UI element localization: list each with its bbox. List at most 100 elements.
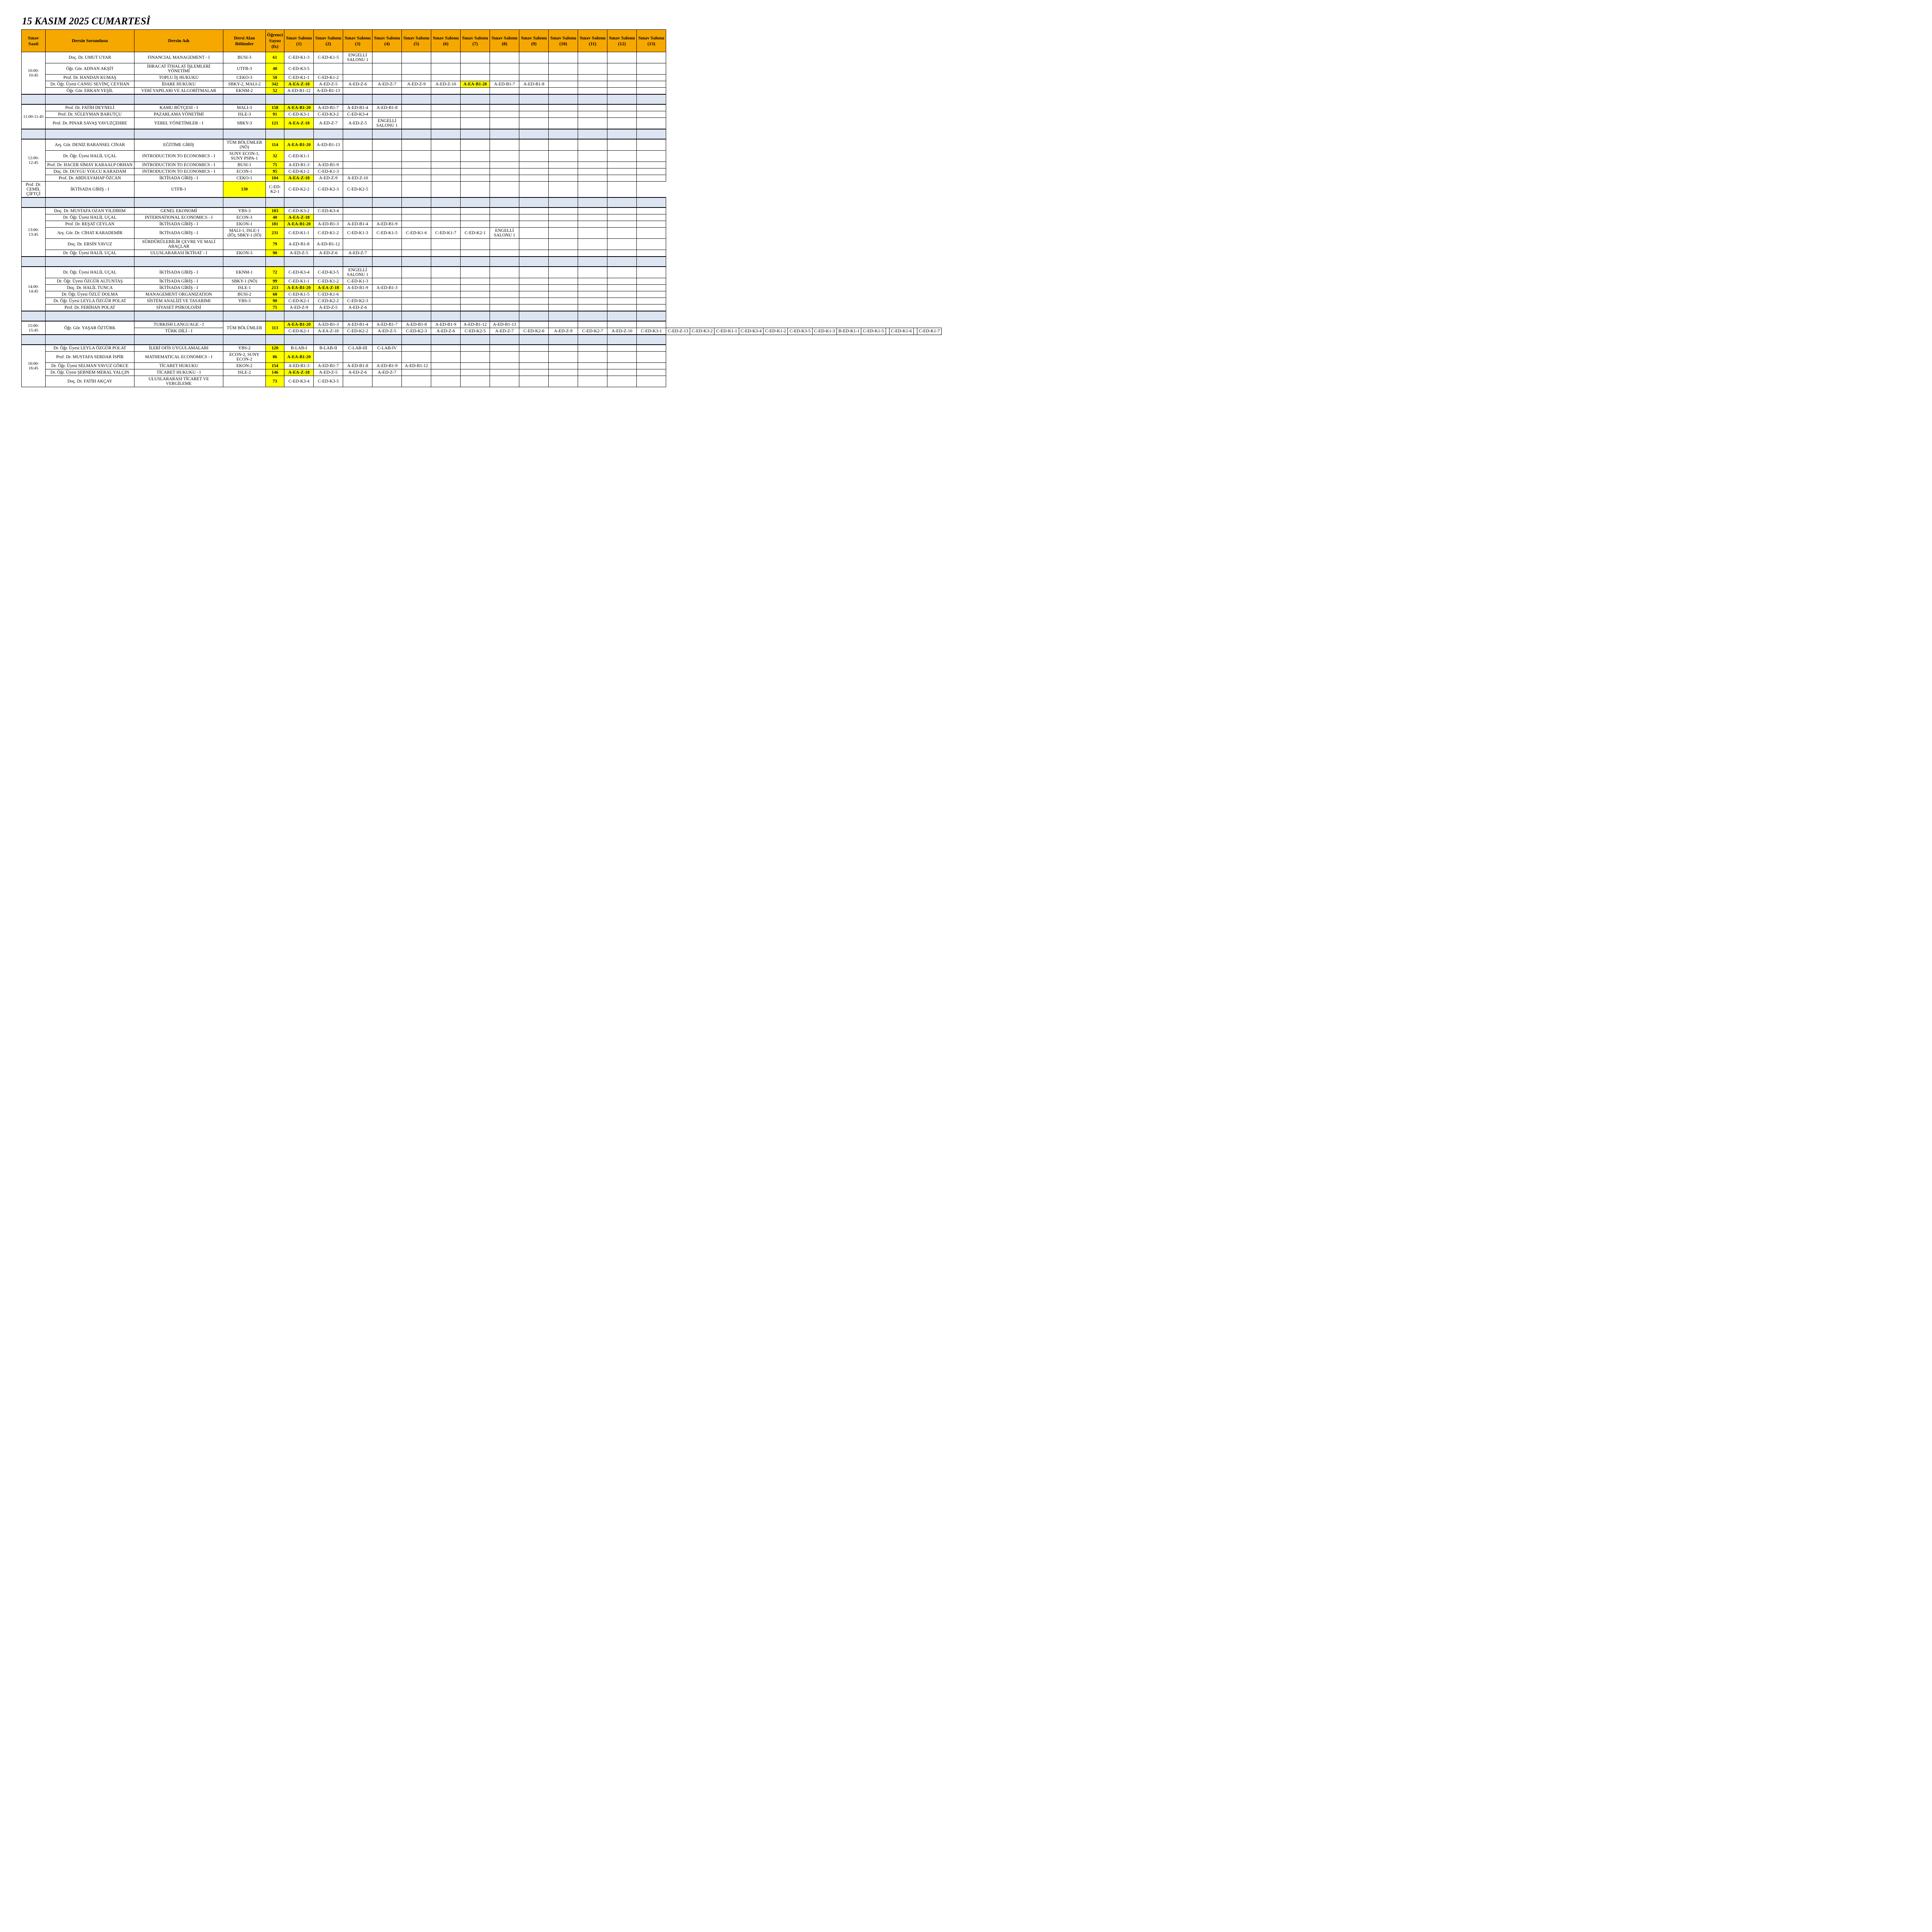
- salon-cell: [607, 250, 637, 257]
- header-salon-12: Sınav Salonu (12): [607, 30, 637, 52]
- salon-cell: [431, 352, 461, 363]
- table-row: Prof. Dr. HACER SİMAY KARAALP ORHAN INTRO…: [22, 162, 942, 168]
- table-body: 10:00-10:45 Doç. Dr. UMUT UYAR FINANCIAL M…: [22, 52, 942, 387]
- salon-cell: A-ED-Z-7: [314, 118, 343, 129]
- salon-cell: B-ED-K1-1: [837, 328, 861, 335]
- salon-cell: [607, 182, 637, 198]
- salon-cell: [519, 304, 549, 311]
- table-row: 15:00-15:45 Öğr. Gör. YAŞAR ÖZTÜRK TURKISH…: [22, 321, 942, 328]
- table-row: Dr. Öğr. Üyesi HALİL UÇAL INTRODUCTION TO…: [22, 151, 942, 162]
- salon-cell: C-ED-K1-2: [314, 75, 343, 81]
- header-salon-10: Sınav Salonu (10): [549, 30, 578, 52]
- course-name-cell: SİSTEM ANALİZİ VE TASARIMI: [134, 298, 223, 304]
- department-cell: MALI-3: [223, 104, 266, 111]
- salon-cell: [578, 363, 607, 369]
- salon-cell: [372, 52, 402, 63]
- course-name-cell: ULUSLARARASI İKTİSAT - I: [134, 250, 223, 257]
- student-count-cell: 52: [266, 88, 284, 95]
- salon-cell: [490, 285, 519, 291]
- header-sorumlu: Dersin Sorumlusu: [46, 30, 134, 52]
- salon-cell: C-ED-K1-5: [372, 228, 402, 239]
- student-count-cell: 79: [266, 239, 284, 250]
- salon-cell: [461, 221, 490, 228]
- instructor-cell: Dr. Öğr. Üyesi ÖZLÜ DOLMA: [46, 291, 134, 298]
- department-cell: YBS-3: [223, 207, 266, 214]
- salon-cell: [490, 221, 519, 228]
- salon-cell: C-ED-K2-1: [284, 298, 314, 304]
- salon-cell: A-EA-Z-18: [284, 118, 314, 129]
- salon-cell: [549, 111, 578, 118]
- instructor-cell: Dr. Öğr. Üyesi CANSU SEVİNÇ CEYHAN: [46, 81, 134, 88]
- salon-cell: A-ED-Z-5: [314, 369, 343, 376]
- salon-cell: C-ED-K1-6: [314, 291, 343, 298]
- table-row: 13:00-13:45 Doç. Dr. MUSTAFA OZAN YILDIRI…: [22, 207, 942, 214]
- salon-cell: [549, 228, 578, 239]
- salon-cell: [549, 175, 578, 182]
- salon-cell: [461, 345, 490, 352]
- salon-cell: C-ED-K3-4: [314, 207, 343, 214]
- time-slot-cell: 16:00-16:45: [22, 345, 46, 387]
- salon-cell: [490, 214, 519, 221]
- salon-cell: C-ED-K3-2: [690, 328, 714, 335]
- salon-cell: [607, 81, 637, 88]
- salon-cell: [461, 88, 490, 95]
- salon-cell: [578, 81, 607, 88]
- salon-cell: [372, 111, 402, 118]
- salon-cell: [519, 111, 549, 118]
- salon-cell: [578, 207, 607, 214]
- salon-cell: [372, 376, 402, 387]
- table-row: Dr. Öğr. Üyesi ÖZLÜ DOLMA MANAGEMENT ORGA…: [22, 291, 942, 298]
- salon-cell: A-ED-Z-7: [343, 250, 372, 257]
- salon-cell: [607, 298, 637, 304]
- salon-cell: [372, 352, 402, 363]
- salon-cell: [637, 363, 666, 369]
- salon-cell: [461, 182, 490, 198]
- salon-cell: C-ED-K2-3: [343, 298, 372, 304]
- salon-cell: [402, 182, 431, 198]
- salon-cell: [461, 111, 490, 118]
- salon-cell: C-ED-K2-6: [519, 328, 549, 335]
- instructor-cell: Prof. Dr. SÜLEYMAN BARUTÇU: [46, 111, 134, 118]
- salon-cell: [402, 369, 431, 376]
- salon-cell: [637, 278, 666, 285]
- salon-cell: A-ED-B1-4: [343, 321, 372, 328]
- salon-cell: A-ED-B1-3: [314, 221, 343, 228]
- time-slot-cell: 14:00-14:45: [22, 267, 46, 311]
- salon-cell: [431, 63, 461, 75]
- salon-cell: A-ED-B1-7: [314, 104, 343, 111]
- table-row: 14:00-14:45 Dr. Öğr. Üyesi HALİL UÇAL İKTİ…: [22, 267, 942, 278]
- salon-cell: [549, 369, 578, 376]
- course-name-cell: KAMU BÜTÇESİ - I: [134, 104, 223, 111]
- salon-cell: [461, 278, 490, 285]
- salon-cell: ENGELLİ SALONU 1: [372, 118, 402, 129]
- salon-cell: A-ED-B1-7: [490, 81, 519, 88]
- salon-cell: A-ED-B1-9: [343, 285, 372, 291]
- salon-cell: [372, 298, 402, 304]
- salon-cell: C-ED-K1-2: [314, 228, 343, 239]
- student-count-cell: 90: [266, 298, 284, 304]
- salon-cell: [314, 151, 343, 162]
- table-row: Prof. Dr. REŞAT CEYLAN İKTİSADA GİRİŞ - I…: [22, 221, 942, 228]
- salon-cell: [549, 291, 578, 298]
- salon-cell: [402, 376, 431, 387]
- salon-cell: C-ED-K1-2: [314, 278, 343, 285]
- salon-cell: C-ED-K3-4: [739, 328, 763, 335]
- salon-cell: [490, 207, 519, 214]
- header-salon-8: Sınav Salonu (8): [490, 30, 519, 52]
- salon-cell: [519, 104, 549, 111]
- salon-cell: A-ED-B1-12: [314, 239, 343, 250]
- header-saati: Sınav Saati: [22, 30, 46, 52]
- salon-cell: C-ED-K3-1: [284, 111, 314, 118]
- course-name-cell: İKTİSADA GİRİŞ - I: [46, 182, 134, 198]
- salon-cell: [519, 298, 549, 304]
- student-count-cell: 61: [266, 52, 284, 63]
- salon-cell: [549, 345, 578, 352]
- student-count-cell: 32: [266, 151, 284, 162]
- salon-cell: A-EA-B1-20: [284, 352, 314, 363]
- instructor-cell: Dr. Öğr. Üyesi LEYLA ÖZGÜR POLAT: [46, 345, 134, 352]
- student-count-cell: 114: [266, 139, 284, 151]
- student-count-cell: 113: [266, 321, 284, 335]
- salon-cell: [431, 250, 461, 257]
- salon-cell: [490, 298, 519, 304]
- instructor-cell: Prof. Dr. PINAR SAVAŞ YAVUZÇEHRE: [46, 118, 134, 129]
